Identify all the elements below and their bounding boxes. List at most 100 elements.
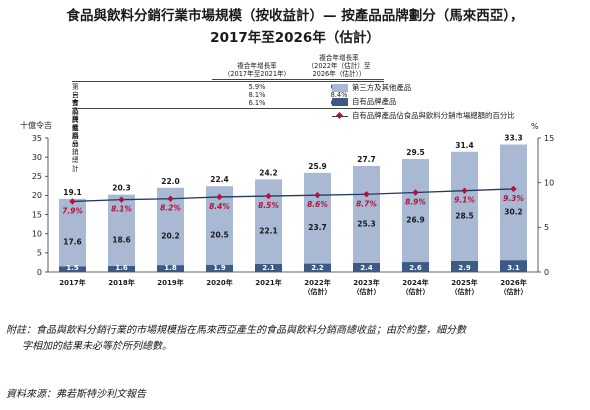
share-line-label: 8.9% (405, 197, 426, 206)
y-tick-label-right: 0 (544, 268, 549, 277)
bar-own-brand-value: 2.4 (360, 264, 373, 272)
bar-third-party-value: 23.7 (308, 223, 327, 232)
bar-third-party (451, 151, 478, 261)
chart-note-continued: 字相加的結果未必等於所列總數。 (22, 341, 172, 352)
bar-own-brand-value: 1.9 (213, 264, 226, 272)
cagr-header-rule (212, 79, 302, 80)
bar-own-brand-value: 2.6 (409, 264, 422, 272)
share-line (72, 188, 514, 203)
bar-total-value: 29.5 (406, 148, 425, 157)
bar-own-brand-value: 2.9 (458, 264, 471, 272)
bar-own-brand (59, 266, 86, 272)
share-line-label: 8.4% (209, 202, 230, 211)
bar-own-brand-value: 2.1 (262, 264, 275, 272)
legend-label: 第三方及其他產品 (352, 83, 412, 92)
share-line-point (118, 196, 125, 203)
share-line-point (314, 191, 321, 199)
bar-own-brand (451, 260, 478, 272)
bar-own-brand-value: 1.6 (115, 264, 128, 272)
legend-item-own-brand: 自有品牌產品 (332, 96, 396, 108)
x-tick-label: 2017年 (59, 278, 85, 287)
y-tick-label-left: 35 (32, 134, 42, 143)
x-tick-label: 2020年 (206, 278, 232, 287)
bar-total-value: 25.9 (308, 162, 327, 171)
bar-third-party (304, 172, 331, 264)
y-tick-label-left: 15 (32, 210, 42, 219)
bar-third-party (353, 165, 380, 263)
bar-total-value: 33.3 (504, 134, 523, 143)
cagr-col1-header: 複合年增長率 （2017年至2021年） (212, 62, 302, 78)
bar-third-party (108, 194, 135, 266)
bar-third-party-value: 26.9 (406, 216, 425, 225)
cagr-row-value-1: 5.9% (248, 83, 266, 91)
cagr-col2-header-line: 2026年（估計）） (312, 70, 366, 79)
chart-title-line-1: 食品與飲料分銷行業市場規模（按收益計）— 按產品品牌劃分（馬來西亞）， (66, 8, 524, 24)
bar-total-value: 22.4 (210, 175, 229, 184)
x-tick-label: 2023年 (353, 278, 379, 287)
cagr-col2-header-line: （2022年（估計）至 (307, 62, 371, 71)
chart-note: 附註：食品與飲料分銷行業的市場規模指在馬來西亞產生的食品與飲料分銷商總收益；由於… (6, 325, 466, 336)
share-line-point (216, 193, 223, 201)
bar-total-value: 31.4 (455, 141, 474, 150)
bar-third-party (500, 144, 527, 261)
bar-total-value: 19.1 (63, 188, 82, 197)
bar-own-brand (353, 262, 380, 272)
share-line-point (265, 192, 272, 200)
stacked-bar-chart: 十億令吉 % 0 5 10 15 20 25 30 35 0 5 10 15 1.5 17.6 19.1 2017… (20, 120, 554, 296)
bar-third-party-value: 20.2 (161, 231, 180, 240)
bar-own-brand (402, 262, 429, 272)
cagr-col1-header-line: （2017年至2021年） (223, 70, 291, 79)
bar-own-brand (255, 263, 282, 272)
bar-own-brand (157, 265, 184, 272)
legend-item-third-party: 第三方及其他產品 (332, 82, 411, 94)
bar-third-party-value: 18.6 (112, 235, 131, 244)
x-tick-label: 2021年 (255, 278, 281, 287)
cagr-row-value-1: 8.1% (248, 91, 266, 99)
bar-third-party (402, 159, 429, 263)
share-line-label: 8.5% (258, 201, 279, 210)
bar-third-party (255, 179, 282, 264)
x-tick-label: 2018年 (108, 278, 134, 287)
bar-third-party-value: 30.2 (504, 207, 523, 216)
y-axis-left-label: 十億令吉 (20, 120, 52, 130)
cagr-col2-header: 複合年增長率 （2022年（估計）至 2026年（估計）） (294, 54, 384, 79)
bar-own-brand (108, 265, 135, 272)
bar-third-party-value: 28.5 (455, 211, 474, 220)
bar-total-value: 27.7 (357, 155, 376, 164)
share-line-point (461, 187, 468, 194)
bar-own-brand (206, 264, 233, 272)
bar-third-party-value: 17.6 (63, 238, 82, 247)
share-line-label: 9.1% (454, 196, 475, 205)
legend-item-own-brand-share: 自有品牌產品佔食品與飲料分銷市場總額的百分比 (332, 110, 515, 122)
x-tick-label: （估計） (353, 287, 381, 296)
cagr-row-label: 食品與飲料分銷總計 (72, 99, 79, 173)
bar-total-value: 22.0 (161, 177, 180, 186)
legend-line-marker-icon (332, 112, 348, 120)
share-line-point (412, 189, 419, 196)
cagr-col1-header-line: 複合年增長率 (237, 62, 277, 70)
x-tick-label: 2026年 (500, 278, 526, 287)
y-tick-label-left: 25 (32, 172, 42, 181)
bar-own-brand (304, 263, 331, 272)
bar-third-party-value: 25.3 (357, 219, 376, 228)
cagr-row-value-2: 8.4% (330, 91, 348, 99)
y-tick-label-right: 10 (544, 178, 554, 187)
bar-total-value: 20.3 (112, 184, 131, 193)
x-tick-label: 2025年 (451, 278, 477, 287)
share-line-point (363, 191, 370, 198)
legend-label: 自有品牌產品 (352, 97, 397, 106)
chart-title-line-2: 2017年至2026年（估計） (210, 30, 380, 46)
y-tick-label-left: 30 (32, 153, 42, 162)
x-tick-label: 2022年 (304, 278, 330, 287)
chart-source: 資料來源：弗若斯特沙利文報告 (6, 389, 146, 400)
cagr-row-label: 自有品牌產品 (72, 91, 79, 141)
y-tick-label-left: 20 (32, 191, 42, 200)
share-line-label: 8.1% (111, 205, 132, 214)
x-tick-label: 2024年 (402, 278, 428, 287)
cagr-col2-header-line: 複合年增長率 (319, 54, 359, 62)
share-line-label: 8.6% (307, 200, 328, 209)
y-tick-label-right: 5 (544, 223, 549, 232)
bar-own-brand (500, 260, 527, 272)
bar-own-brand-value: 3.1 (507, 264, 520, 272)
y-axis-right-label: % (531, 122, 539, 131)
